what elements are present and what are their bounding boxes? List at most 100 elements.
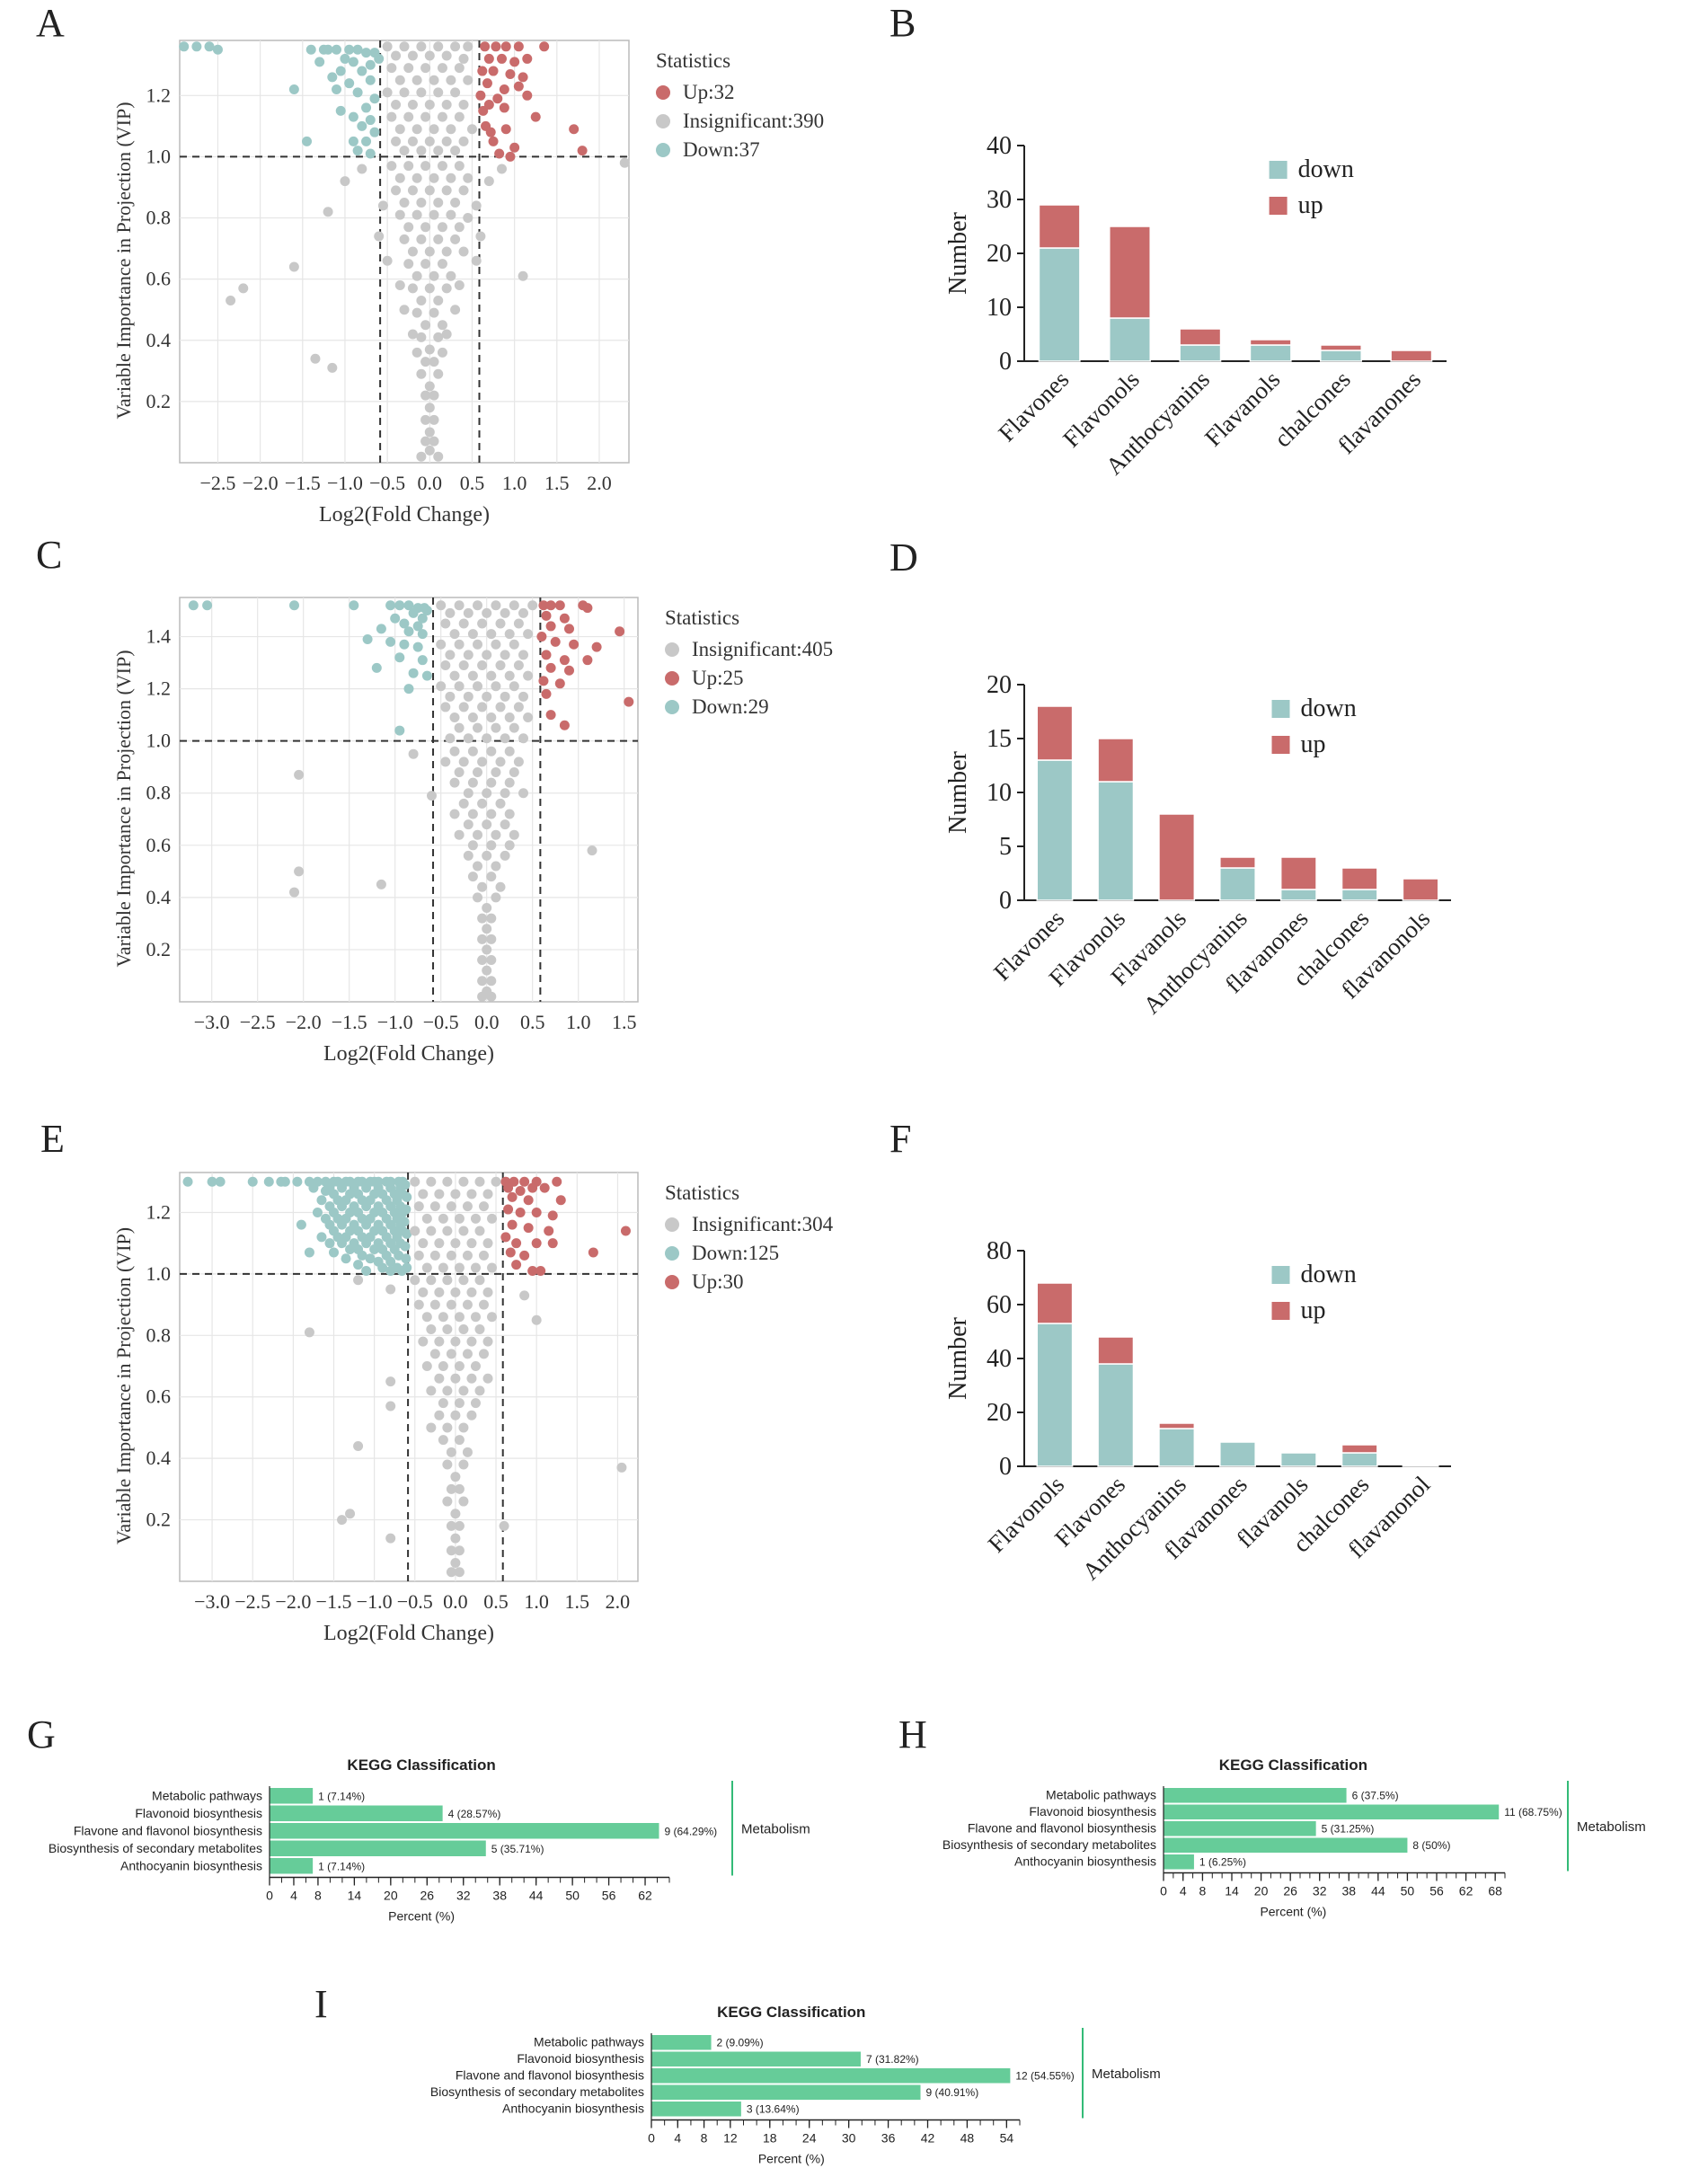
data-point xyxy=(296,1219,306,1230)
data-point xyxy=(394,75,405,85)
data-point xyxy=(475,90,486,101)
y-tick-label: 0.2 xyxy=(146,938,172,960)
x-tick-label: −2.5 xyxy=(240,1011,276,1033)
data-point xyxy=(545,662,556,673)
data-point xyxy=(450,87,461,98)
data-point xyxy=(369,1244,380,1255)
data-point xyxy=(341,1253,351,1264)
data-point xyxy=(445,691,456,702)
data-point xyxy=(292,1176,303,1187)
x-tick-label: 56 xyxy=(602,1889,616,1903)
data-point xyxy=(482,1287,493,1297)
data-point xyxy=(337,1182,348,1193)
plot-area: −3.0 −2.5 −2.0 −1.5 −1.0 −0.5 0.0 0.5 1.0 1.5 0.2 0… xyxy=(146,597,639,1033)
data-point xyxy=(403,626,414,637)
y-tick-label: 30 xyxy=(987,186,1012,214)
data-point xyxy=(420,320,431,331)
data-point xyxy=(450,41,461,52)
data-point xyxy=(437,63,447,74)
data-label: 1 (7.14%) xyxy=(318,1791,365,1803)
data-label: 5 (31.25%) xyxy=(1322,1823,1375,1836)
data-point xyxy=(463,691,473,702)
data-point xyxy=(539,1182,550,1193)
data-point xyxy=(365,59,376,70)
data-point xyxy=(536,632,547,642)
legend-swatch-up xyxy=(1269,197,1288,215)
panel-letter-b: B xyxy=(889,1,916,45)
category-label: Biosynthesis of secondary metabolites xyxy=(430,2084,644,2099)
data-point xyxy=(500,788,510,799)
data-point xyxy=(495,757,506,767)
data-point xyxy=(446,173,456,183)
data-point xyxy=(486,872,497,882)
data-point xyxy=(474,1323,485,1334)
category-label: Biosynthesis of secondary metabolites xyxy=(49,1841,262,1855)
data-point xyxy=(446,1201,456,1212)
bar xyxy=(1164,1854,1194,1870)
legend-swatch-down xyxy=(1271,1266,1290,1284)
data-point xyxy=(188,600,199,611)
x-tick-label: 56 xyxy=(1429,1884,1444,1898)
y-tick-label: 0.4 xyxy=(146,329,172,351)
data-point xyxy=(523,712,534,723)
data-point xyxy=(470,1213,481,1224)
data-point xyxy=(458,1275,469,1286)
data-point xyxy=(407,329,418,340)
data-point xyxy=(462,1250,473,1261)
data-point xyxy=(191,41,202,52)
y-tick-label: 0.8 xyxy=(146,207,172,229)
y-tick-label: 10 xyxy=(987,779,1012,807)
data-point xyxy=(438,1213,448,1224)
x-tick-label: −3.0 xyxy=(194,1590,230,1613)
data-point xyxy=(446,1567,456,1578)
data-point xyxy=(450,305,461,315)
data-point xyxy=(433,234,444,244)
data-point xyxy=(426,1422,437,1433)
data-point xyxy=(519,1250,530,1261)
bar xyxy=(270,1788,314,1804)
data-point xyxy=(413,1299,424,1310)
plot-area: −2.5 −2.0 −1.5 −1.0 −0.5 0.0 0.5 1.0 1.5 2.0 0.2 0.… xyxy=(146,40,630,494)
data-point xyxy=(394,600,405,611)
data-point xyxy=(438,1361,448,1372)
panel-letter-a: A xyxy=(36,1,65,45)
category-label: Biosynthesis of secondary metabolites xyxy=(942,1837,1156,1852)
bar-down xyxy=(1219,867,1256,901)
data-point xyxy=(335,105,346,116)
data-point xyxy=(450,1533,461,1544)
data-point xyxy=(491,892,501,903)
data-point xyxy=(420,222,431,233)
data-point xyxy=(314,57,325,67)
data-point xyxy=(446,1447,456,1457)
data-point xyxy=(450,1410,461,1420)
legend-entry: Insignificant:304 xyxy=(692,1213,834,1235)
x-tick-label: −0.5 xyxy=(397,1590,433,1613)
data-point xyxy=(504,809,515,819)
data-point xyxy=(467,670,478,681)
data-label: 9 (40.91%) xyxy=(926,2086,979,2099)
data-point xyxy=(407,100,418,111)
data-point xyxy=(483,176,494,187)
data-point xyxy=(509,767,519,778)
data-point xyxy=(429,390,439,401)
y-tick-label: 1.0 xyxy=(146,730,172,752)
y-tick-label: 15 xyxy=(987,725,1012,753)
data-point xyxy=(337,1219,348,1230)
bar-up xyxy=(1249,339,1292,346)
data-point xyxy=(488,136,499,146)
data-point xyxy=(410,1176,420,1187)
data-point xyxy=(446,124,456,135)
data-point xyxy=(263,1176,274,1187)
panel-letter-f: F xyxy=(889,1117,912,1161)
data-point xyxy=(513,659,524,670)
data-point xyxy=(424,246,435,257)
data-point xyxy=(437,259,447,270)
data-point xyxy=(408,748,419,759)
data-point xyxy=(442,1385,453,1396)
data-point xyxy=(329,1247,340,1258)
data-point xyxy=(441,100,452,111)
x-tick-label: −1.0 xyxy=(327,472,363,494)
data-point xyxy=(504,840,515,851)
data-point xyxy=(433,368,444,379)
bar-down xyxy=(1249,344,1292,362)
